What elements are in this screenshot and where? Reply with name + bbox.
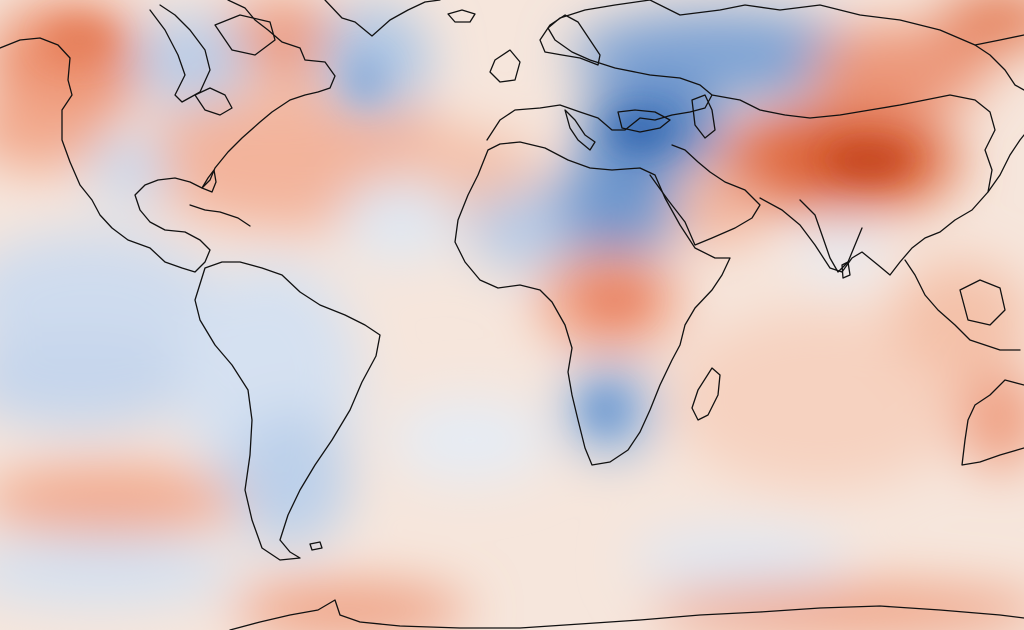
coast-siberia-north	[649, 0, 1024, 46]
detail-greenland-core	[345, 55, 385, 105]
coast-antarctica	[229, 599, 1024, 630]
coast-falklands	[309, 541, 323, 551]
warm-southern-ocean-west	[230, 585, 470, 630]
coast-africa	[454, 141, 731, 466]
detail-black-sea-core	[612, 114, 668, 146]
detail-southern-africa-core	[585, 390, 625, 430]
coast-british-isles	[489, 49, 521, 83]
warm-far-east	[940, 0, 1024, 50]
cool-south-pacific-low	[0, 535, 240, 605]
light-cool-south-atlantic	[390, 400, 550, 480]
warm-maritime-continent	[890, 260, 1024, 380]
coast-kamchatka	[974, 44, 1024, 91]
detail-east-africa-core	[585, 282, 645, 318]
coast-italy	[564, 109, 596, 151]
coast-madagascar	[691, 367, 721, 421]
warm-western-north-america	[0, 0, 150, 120]
coast-southeast-asia	[904, 259, 1021, 351]
coast-caribbean	[189, 204, 251, 227]
light-cool-southern-indian	[630, 530, 850, 590]
coast-north-america	[0, 0, 336, 273]
cool-north-africa-west	[470, 190, 570, 270]
coast-borneo	[959, 279, 1006, 326]
coast-hudson-bay	[149, 4, 211, 103]
detail-tibet-core	[830, 145, 910, 175]
warm-australia-west	[960, 370, 1024, 470]
coast-india	[799, 199, 863, 273]
coast-scandinavia	[539, 14, 601, 66]
coast-red-sea-arabia	[649, 144, 761, 246]
coast-great-lakes	[194, 87, 233, 116]
coast-arctic-islands	[214, 14, 276, 56]
warm-arabia	[675, 175, 765, 245]
coast-florida	[201, 169, 217, 193]
cool-scandinavia-russia	[570, 10, 870, 100]
coast-black-sea	[617, 109, 671, 133]
coast-caspian	[691, 94, 716, 139]
cool-hudson-bay	[130, 15, 250, 105]
cool-south-pacific	[0, 330, 200, 430]
cool-tropical-atlantic	[340, 180, 460, 260]
anomaly-detail-layer	[45, 20, 910, 430]
coast-asia	[711, 94, 996, 276]
coast-south-america	[194, 261, 381, 561]
detail-nw-america-core	[45, 20, 115, 60]
warm-pacific-northeast	[0, 90, 110, 170]
light-cool-india	[800, 220, 880, 280]
cool-patagonia	[230, 410, 350, 550]
coast-europe	[486, 0, 713, 141]
warm-south-pacific-band	[0, 465, 240, 535]
coast-australia	[961, 379, 1024, 466]
coast-greenland	[324, 0, 441, 37]
cool-sahara-egypt	[540, 160, 680, 260]
light-warm-indian-ocean	[670, 310, 970, 490]
coast-sri-lanka	[841, 261, 851, 279]
coast-iceland	[447, 9, 476, 23]
coast-east-asia	[987, 134, 1024, 193]
warm-siberia-east	[810, 25, 990, 115]
cool-north-america-interior	[90, 135, 170, 205]
